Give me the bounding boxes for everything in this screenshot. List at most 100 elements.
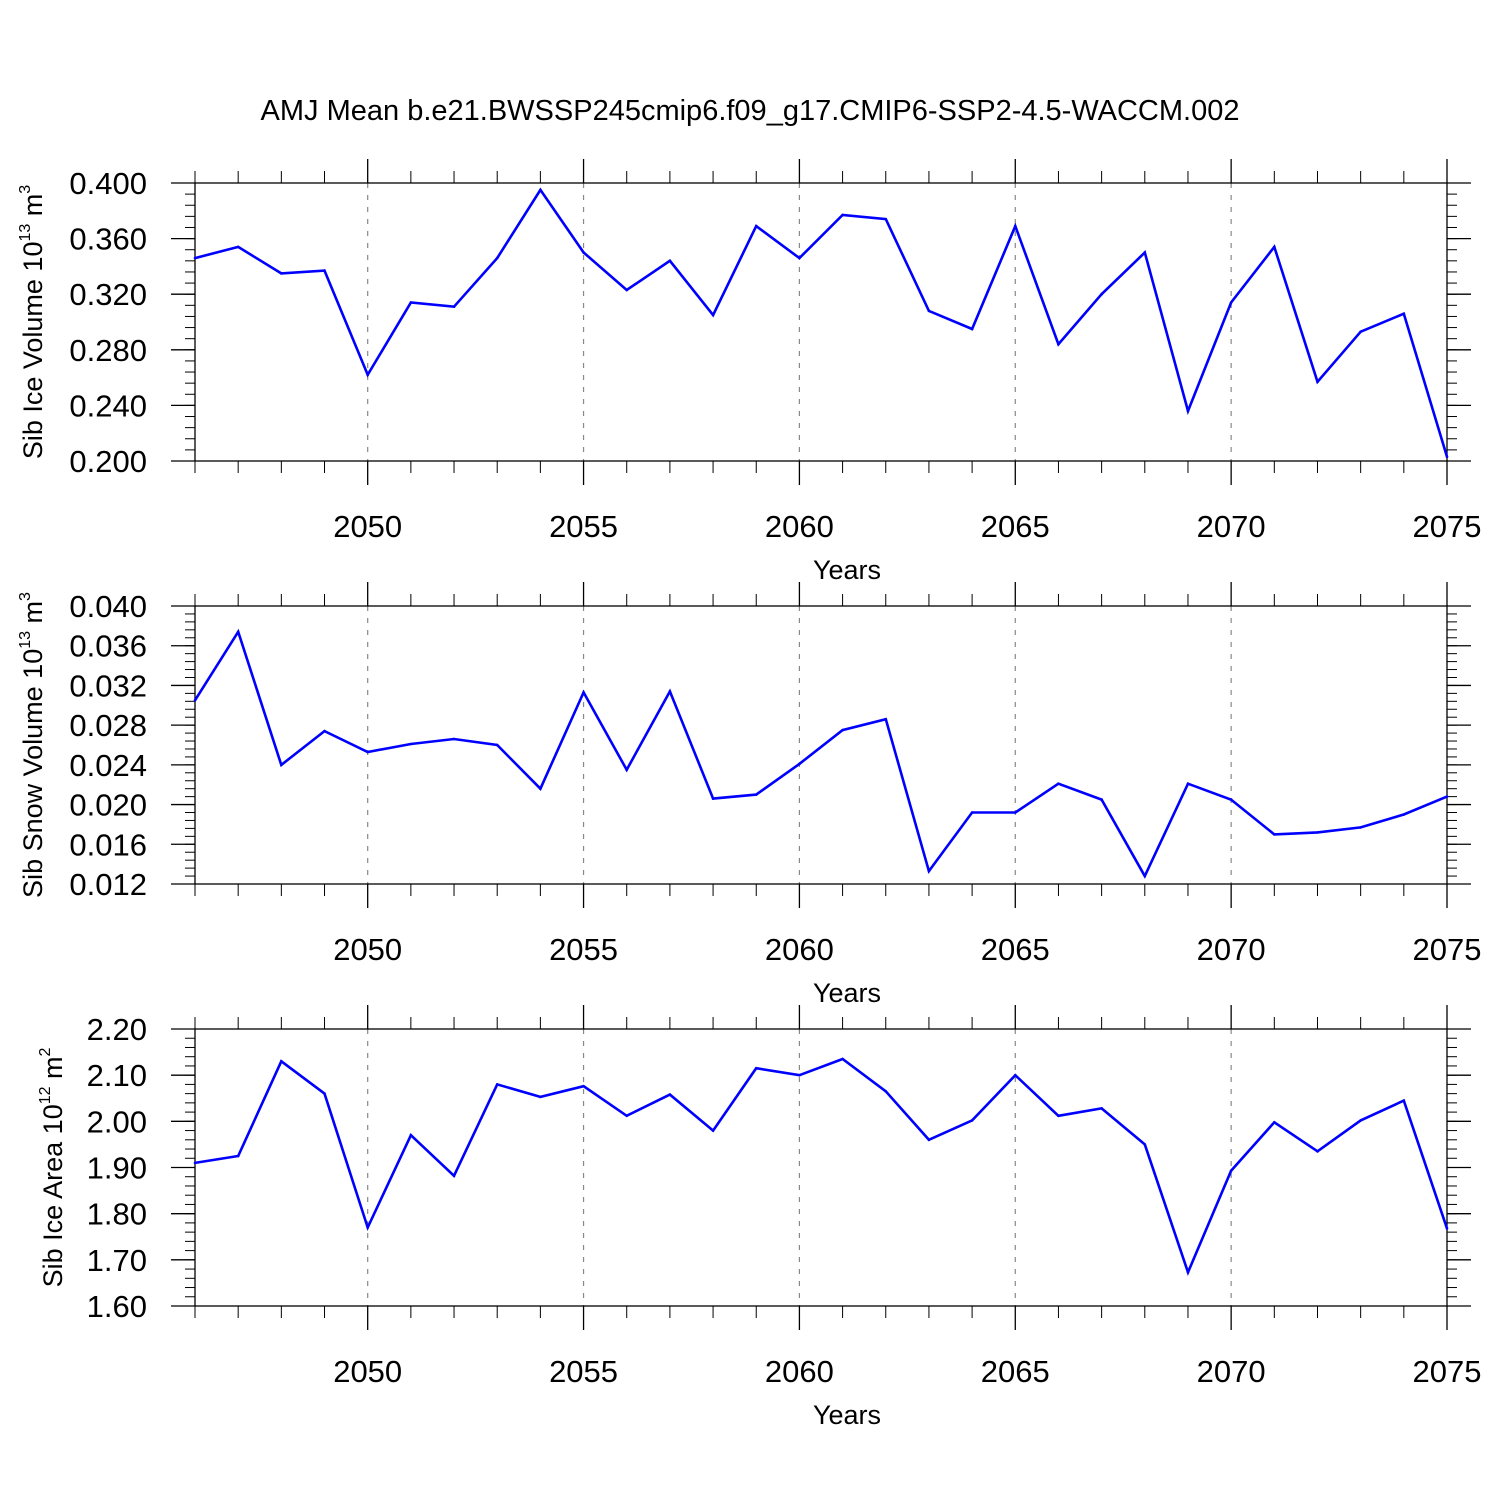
y-axis-label: Sib Snow Volume 1013 m3 [17, 592, 48, 898]
x-tick-label: 2075 [1413, 1354, 1482, 1389]
data-point [409, 742, 413, 746]
x-axis-label: Years [813, 1400, 881, 1430]
plot-frame [194, 1028, 1448, 1307]
x-tick-label: 2060 [765, 932, 834, 967]
data-point [409, 1133, 413, 1137]
y-label-unit: m [38, 1056, 68, 1086]
data-point [495, 743, 499, 747]
x-axis-label: Years [813, 978, 881, 1008]
data-point [1057, 1114, 1060, 1118]
data-point [970, 1119, 974, 1122]
data-point [366, 750, 369, 754]
panel-1: 0.200 0.240 0.280 0.320 0.360 0.400 2050 2055 20… [17, 159, 1481, 585]
y-tick-label: 0.400 [69, 166, 147, 201]
data-point [1273, 833, 1276, 836]
data-point [582, 1084, 585, 1088]
data-point [927, 1138, 931, 1142]
y-tick-label: 0.028 [69, 708, 147, 743]
x-tick-label: 2075 [1413, 932, 1482, 967]
data-point [1186, 409, 1190, 413]
y-label-unit: m [18, 194, 48, 224]
x-tick-label: 2070 [1197, 509, 1266, 544]
panel-2: 0.012 0.016 0.020 0.024 0.028 0.032 0.036 0.040… [17, 582, 1481, 1008]
y-label-main: Sib Snow Volume 10 [18, 649, 48, 898]
data-point [1013, 811, 1017, 814]
data-point [1100, 292, 1103, 296]
y-tick-label: 0.036 [69, 629, 147, 664]
data-point [1229, 1169, 1233, 1173]
data-point [798, 1073, 801, 1077]
x-tick-label: 2060 [765, 509, 834, 544]
data-point [668, 1093, 672, 1096]
data-point [323, 1092, 326, 1095]
data-point [1359, 1119, 1362, 1122]
y-tick-label: 0.016 [69, 827, 147, 862]
x-tick-label: 2075 [1413, 509, 1482, 544]
data-point [1057, 782, 1060, 786]
x-tick-label: 2065 [981, 509, 1050, 544]
data-point [1186, 782, 1190, 786]
data-point [625, 1114, 629, 1118]
y-tick-label: 0.024 [69, 748, 147, 783]
data-point [927, 309, 931, 313]
y-label-exponent: 12 [37, 1086, 54, 1104]
y-tick-label: 2.10 [87, 1058, 147, 1093]
data-point [539, 188, 542, 192]
data-point [1013, 1073, 1017, 1077]
data-point [280, 763, 283, 767]
data-point [668, 690, 672, 693]
data-point [1445, 455, 1449, 459]
data-point [1229, 301, 1233, 304]
data-point [1316, 831, 1319, 834]
data-point [1402, 1099, 1406, 1102]
data-point [1100, 1107, 1103, 1110]
data-point [539, 1095, 542, 1099]
data-point [582, 691, 585, 694]
y-label-main: Sib Ice Area 10 [38, 1104, 68, 1287]
data-point [280, 1060, 283, 1063]
x-tick-label: 2065 [981, 932, 1050, 967]
data-point [1316, 380, 1319, 384]
data-point [884, 1090, 888, 1093]
y-tick-label: 1.90 [87, 1151, 147, 1186]
data-point [798, 762, 801, 766]
data-point [884, 717, 888, 721]
data-point [841, 1057, 844, 1061]
plot-frame [194, 605, 1448, 885]
data-point [495, 256, 499, 260]
data-point [1359, 826, 1362, 829]
data-point [1402, 312, 1406, 315]
data-point [1229, 798, 1233, 801]
series-line [194, 187, 1449, 458]
data-point [668, 259, 672, 263]
series-line [193, 628, 1448, 879]
data-point [366, 373, 369, 377]
data-point [452, 1174, 456, 1178]
data-point [970, 811, 974, 814]
data-point [1445, 1227, 1449, 1230]
data-point [1273, 1120, 1276, 1124]
y-tick-label: 1.60 [87, 1289, 147, 1324]
y-tick-label: 1.70 [87, 1243, 147, 1278]
x-tick-label: 2070 [1197, 932, 1266, 967]
y-label-unit: m [18, 601, 48, 631]
y-label-unit-exponent: 3 [17, 185, 34, 194]
y-tick-label: 1.80 [87, 1197, 147, 1232]
y-tick-label: 0.012 [69, 867, 147, 902]
x-tick-label: 2050 [333, 1354, 402, 1389]
data-point [236, 1154, 240, 1158]
plot-frame [194, 182, 1448, 462]
data-point [1100, 798, 1103, 801]
data-point [366, 1226, 369, 1229]
data-point [711, 313, 715, 317]
data-point [754, 793, 758, 796]
x-axis-label: Years [813, 555, 881, 585]
data-point [193, 699, 197, 702]
x-tick-label: 2055 [549, 932, 618, 967]
y-tick-label: 0.200 [69, 444, 147, 479]
y-tick-label: 2.20 [87, 1012, 147, 1047]
series-line [194, 1057, 1449, 1276]
data-point [754, 1066, 758, 1070]
data-point [798, 256, 801, 260]
